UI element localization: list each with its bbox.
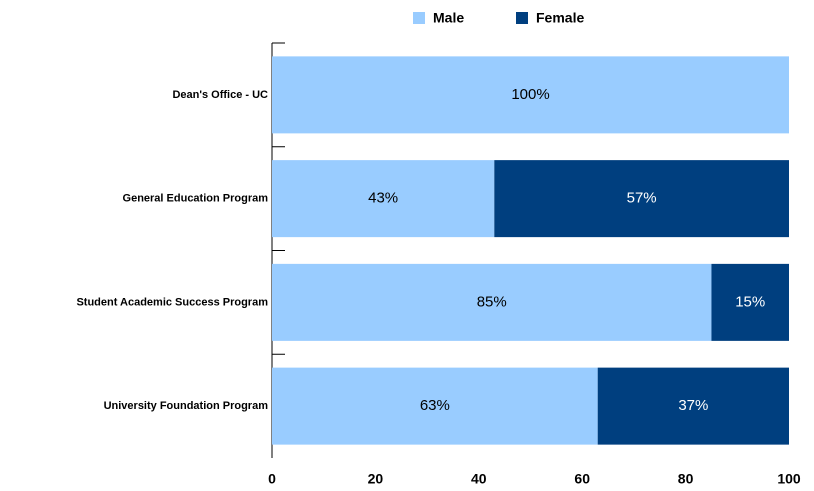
x-tick-label: 20 xyxy=(368,471,384,487)
legend-swatch xyxy=(413,12,425,24)
x-tick-label: 60 xyxy=(574,471,590,487)
bar-segment xyxy=(272,367,598,445)
x-tick-label: 40 xyxy=(471,471,487,487)
value-label: 100% xyxy=(511,86,549,103)
category-label: Student Academic Success Program xyxy=(76,296,268,308)
bar-segment xyxy=(272,263,712,341)
bar-segment xyxy=(494,160,789,238)
value-label: 57% xyxy=(627,190,657,207)
category-label: University Foundation Program xyxy=(104,400,269,412)
x-tick-label: 0 xyxy=(268,471,276,487)
value-label: 43% xyxy=(368,190,398,207)
value-label: 15% xyxy=(735,293,765,310)
x-tick-label: 100 xyxy=(777,471,801,487)
legend-label: Female xyxy=(536,10,584,26)
bar-segment xyxy=(597,367,789,445)
legend-label: Male xyxy=(433,10,464,26)
value-label: 63% xyxy=(420,397,450,414)
bar-segment xyxy=(711,263,789,341)
value-label: 85% xyxy=(477,293,507,310)
legend-swatch xyxy=(516,12,528,24)
value-label: 37% xyxy=(678,397,708,414)
bar-segment xyxy=(272,56,789,134)
category-label: General Education Program xyxy=(123,193,269,205)
x-tick-label: 80 xyxy=(678,471,694,487)
bar-segment xyxy=(272,160,495,238)
category-label: Dean's Office - UC xyxy=(172,89,268,101)
